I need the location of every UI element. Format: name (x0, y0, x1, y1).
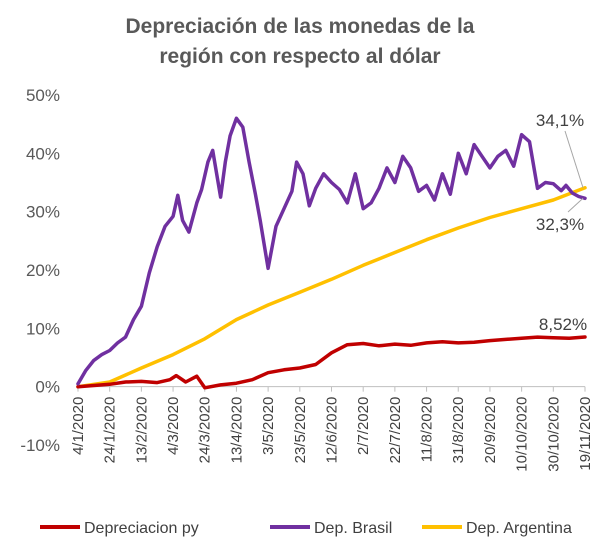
x-tick-label: 3/5/2020 (260, 397, 277, 455)
y-tick-label: 50% (26, 86, 60, 105)
y-tick-label: 0% (35, 378, 60, 397)
x-tick-label: 31/8/2020 (450, 397, 467, 464)
x-tick-label: 30/10/2020 (545, 397, 562, 472)
legend-label: Depreciacion py (84, 520, 199, 537)
y-tick-label: 40% (26, 144, 60, 163)
x-tick-label: 12/6/2020 (324, 397, 341, 464)
x-tick-label: 23/5/2020 (292, 397, 309, 464)
x-tick-label: 2/7/2020 (355, 397, 372, 455)
annotation-leader-line (567, 197, 584, 213)
series-line-depreciacion-py (76, 335, 587, 390)
x-tick-label: 24/1/2020 (102, 397, 119, 464)
series-line-dep-argentina (76, 186, 587, 389)
legend-label: Dep. Argentina (466, 520, 572, 537)
x-tick-label: 22/7/2020 (387, 397, 404, 464)
annotations: 34,1% 32,3% 8,52% (536, 111, 587, 334)
data-label: 34,1% (536, 111, 584, 130)
x-tick-label: 24/3/2020 (197, 397, 214, 464)
data-label: 32,3% (536, 215, 584, 234)
series-line-dep-brasil (76, 116, 587, 386)
x-tick-label: 13/4/2020 (228, 397, 245, 464)
legend: Depreciacion py Dep. Brasil Dep. Argentina (40, 520, 572, 537)
x-axis: 4/1/2020 24/1/2020 13/2/2020 4/3/2020 24/3/2… (70, 386, 594, 472)
series-layer (76, 116, 587, 390)
y-axis-ticks: 50% 40% 30% 20% 10% 0% -10% (20, 86, 60, 455)
y-tick-label: 30% (26, 203, 60, 222)
y-tick-label: 10% (26, 319, 60, 338)
data-label: 8,52% (539, 315, 587, 334)
chart-title-line-1: Depreciación de las monedas de la (126, 15, 475, 38)
x-tick-label: 4/3/2020 (165, 397, 182, 455)
y-tick-label: 20% (26, 261, 60, 280)
x-tick-label: 11/8/2020 (419, 397, 436, 463)
x-tick-label: 4/1/2020 (70, 397, 87, 455)
chart-title-line-2: región con respecto al dólar (159, 45, 440, 68)
y-tick-label: -10% (20, 436, 60, 455)
x-tick-label: 19/11/2020 (577, 397, 594, 471)
legend-label: Dep. Brasil (314, 520, 392, 537)
x-tick-label: 20/9/2020 (482, 397, 499, 464)
x-tick-label: 13/2/2020 (133, 397, 150, 464)
annotation-leader-line (564, 130, 584, 188)
x-tick-label: 10/10/2020 (514, 397, 531, 472)
